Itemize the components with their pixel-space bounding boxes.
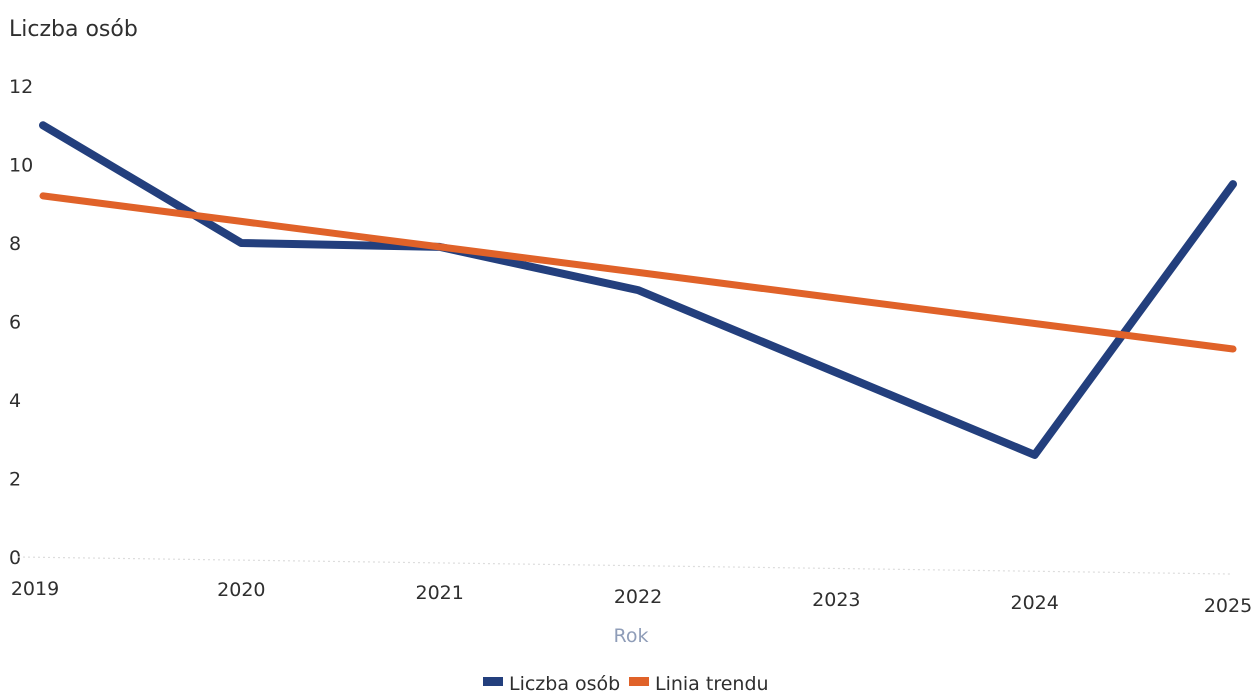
y-tick-label: 4 (9, 390, 21, 412)
y-tick-label: 10 (9, 155, 33, 177)
x-tick-label: 2019 (11, 578, 59, 600)
x-axis-title: Rok (614, 625, 649, 647)
y-tick-label: 2 (9, 469, 21, 491)
y-tick-label: 0 (9, 547, 21, 569)
legend-swatch-liczba-osob (483, 677, 503, 686)
y-axis-ticks: 0 2 4 6 8 10 12 (9, 76, 33, 569)
legend-label-linia-trendu: Linia trendu (655, 673, 769, 695)
series-line-linia-trendu (39, 192, 1237, 353)
x-tick-label: 2024 (1010, 592, 1058, 614)
y-tick-label: 8 (9, 233, 21, 255)
x-axis-baseline (17, 556, 1231, 575)
chart-legend: Liczba osób Linia trendu (483, 673, 769, 695)
x-tick-label: 2025 (1204, 595, 1252, 617)
y-tick-label: 6 (9, 312, 21, 334)
y-tick-label: 12 (9, 76, 33, 98)
x-tick-label: 2021 (415, 582, 463, 604)
x-tick-label: 2022 (614, 586, 662, 608)
legend-swatch-linia-trendu (629, 677, 649, 686)
x-tick-label: 2020 (217, 579, 265, 601)
series-line-liczba-osob (39, 121, 1237, 459)
series-layer (39, 121, 1237, 459)
y-axis-title: Liczba osób (9, 17, 138, 42)
legend-label-liczba-osob: Liczba osób (509, 673, 620, 695)
x-tick-label: 2023 (812, 589, 860, 611)
x-axis-ticks: 2019 2020 2021 2022 2023 2024 2025 (11, 578, 1252, 617)
